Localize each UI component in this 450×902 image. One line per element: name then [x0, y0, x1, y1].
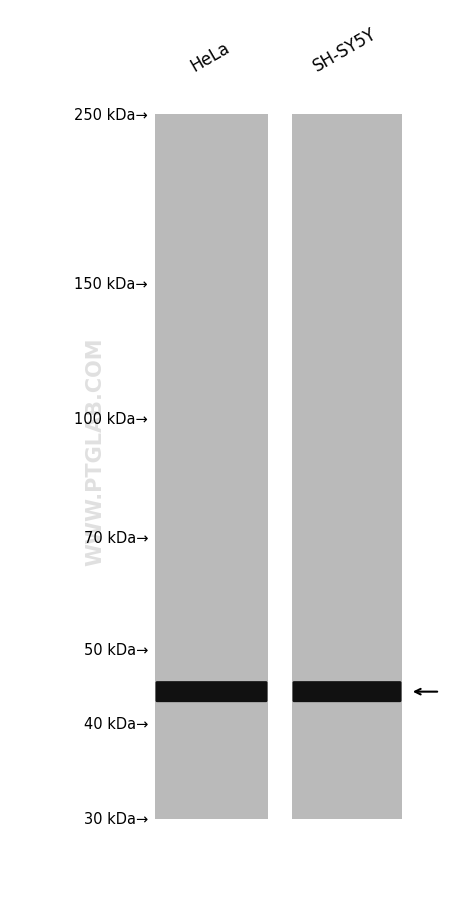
- Text: HeLa: HeLa: [187, 38, 233, 75]
- Text: 250 kDa→: 250 kDa→: [74, 107, 148, 123]
- Text: 30 kDa→: 30 kDa→: [84, 812, 148, 826]
- Text: 100 kDa→: 100 kDa→: [74, 411, 148, 427]
- Text: WWW.PTGLAB.COM: WWW.PTGLAB.COM: [85, 336, 105, 566]
- FancyBboxPatch shape: [292, 681, 401, 703]
- Bar: [292, 115, 402, 819]
- Text: 50 kDa→: 50 kDa→: [84, 642, 148, 657]
- Text: SH-SY5Y: SH-SY5Y: [310, 24, 380, 75]
- Bar: [155, 115, 268, 819]
- FancyBboxPatch shape: [156, 681, 267, 703]
- Text: 150 kDa→: 150 kDa→: [74, 277, 148, 292]
- Text: 40 kDa→: 40 kDa→: [84, 716, 148, 731]
- Text: 70 kDa→: 70 kDa→: [84, 530, 148, 545]
